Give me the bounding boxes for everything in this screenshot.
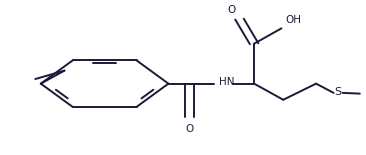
Text: S: S	[335, 87, 341, 97]
Text: HN: HN	[220, 77, 235, 87]
Text: OH: OH	[285, 15, 301, 25]
Text: O: O	[228, 4, 236, 15]
Text: O: O	[186, 124, 194, 134]
